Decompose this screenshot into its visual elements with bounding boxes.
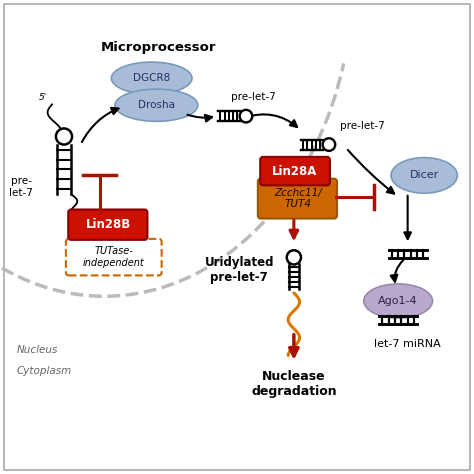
Text: Cytoplasm: Cytoplasm	[17, 366, 72, 376]
Text: Ago1-4: Ago1-4	[378, 296, 418, 306]
Text: Zcchc11/
TUT4: Zcchc11/ TUT4	[274, 188, 321, 210]
Text: pre-let-7: pre-let-7	[231, 92, 276, 102]
Circle shape	[56, 128, 72, 145]
Text: DGCR8: DGCR8	[133, 73, 170, 83]
Text: Lin28A: Lin28A	[272, 164, 318, 178]
Text: Drosha: Drosha	[138, 100, 175, 110]
Ellipse shape	[391, 158, 457, 193]
Circle shape	[240, 110, 252, 122]
Circle shape	[323, 138, 335, 151]
Text: TUTase-
independent: TUTase- independent	[83, 246, 145, 268]
Circle shape	[287, 250, 301, 264]
Text: Uridylated
pre-let-7: Uridylated pre-let-7	[205, 256, 274, 284]
Ellipse shape	[115, 89, 198, 121]
Text: pre-
let-7: pre- let-7	[9, 176, 33, 198]
Text: Nuclease
degradation: Nuclease degradation	[251, 370, 337, 398]
Text: Nucleus: Nucleus	[17, 345, 58, 355]
FancyBboxPatch shape	[68, 210, 147, 240]
Text: pre-let-7: pre-let-7	[340, 120, 385, 131]
FancyBboxPatch shape	[4, 4, 470, 470]
Text: Lin28B: Lin28B	[85, 218, 131, 231]
FancyBboxPatch shape	[260, 157, 330, 185]
Text: Dicer: Dicer	[410, 170, 439, 181]
FancyBboxPatch shape	[258, 179, 337, 219]
Text: let-7 miRNA: let-7 miRNA	[374, 338, 441, 349]
FancyBboxPatch shape	[66, 239, 162, 275]
Ellipse shape	[111, 62, 192, 94]
Text: Microprocessor: Microprocessor	[101, 41, 217, 54]
Text: 3': 3'	[81, 223, 90, 232]
Ellipse shape	[364, 284, 433, 318]
Text: 5': 5'	[38, 92, 47, 101]
